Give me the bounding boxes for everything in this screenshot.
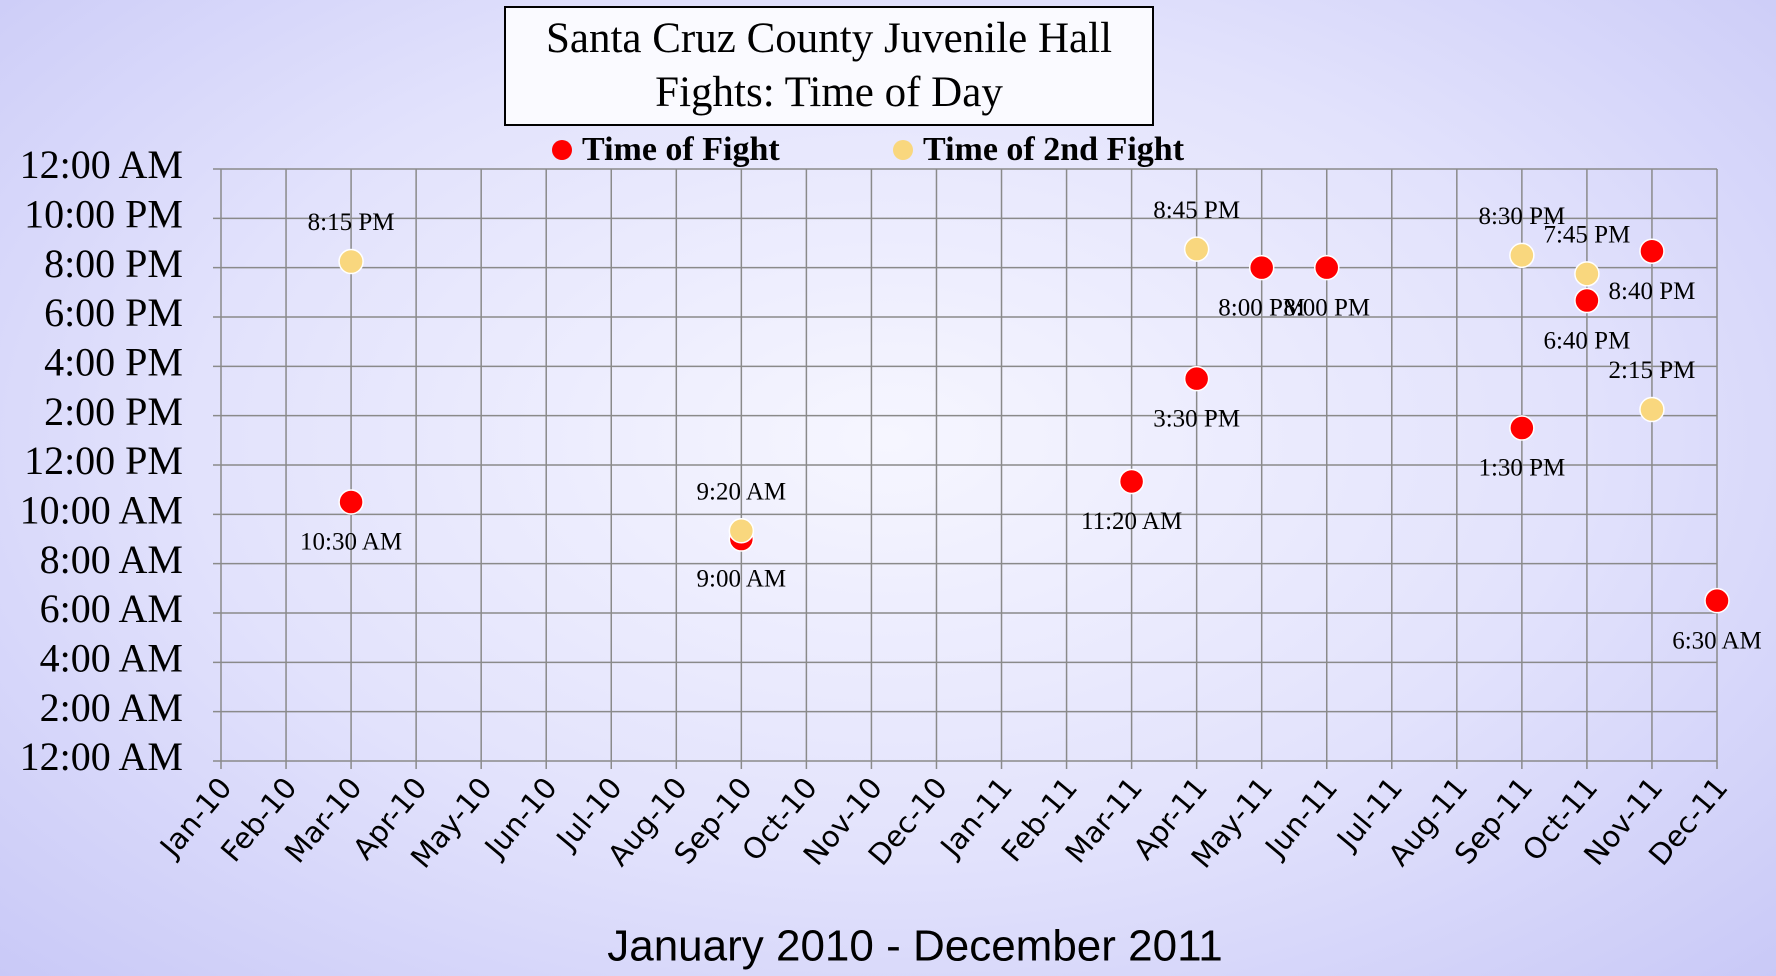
legend-label: Time of 2nd Fight [923, 131, 1185, 168]
y-tick-label: 6:00 AM [40, 586, 183, 631]
data-label: 8:00 PM [1218, 294, 1305, 321]
legend-label: Time of Fight [582, 131, 780, 168]
title-box [504, 6, 1154, 126]
data-point [1509, 415, 1535, 441]
x-tick-label: Jun-11 [1257, 771, 1344, 865]
data-label: 6:40 PM [1543, 327, 1630, 354]
y-tick-label: 8:00 PM [44, 241, 183, 286]
y-tick-label: 6:00 PM [44, 290, 183, 335]
data-label: 11:20 AM [1081, 508, 1182, 535]
y-tick-label: 12:00 AM [20, 142, 183, 187]
data-label: 8:30 PM [1478, 203, 1565, 230]
data-label: 2:15 PM [1609, 357, 1696, 384]
data-point [338, 248, 364, 275]
data-label: 6:30 AM [1672, 627, 1762, 654]
data-point [1509, 242, 1535, 269]
data-point [728, 518, 755, 544]
x-axis-label: January 2010 - December 2011 [607, 922, 1223, 971]
data-point [1118, 468, 1145, 495]
data-point [1639, 238, 1665, 264]
y-tick-label: 4:00 AM [40, 636, 183, 681]
data-point [1639, 396, 1665, 423]
y-tick-label: 10:00 PM [24, 192, 183, 237]
legend-marker [552, 140, 572, 160]
data-label: 9:20 AM [697, 479, 787, 506]
data-label: 3:30 PM [1153, 405, 1240, 432]
y-tick-label: 2:00 AM [40, 685, 183, 730]
data-point [1183, 365, 1210, 392]
data-point [338, 489, 364, 515]
legend-marker [893, 140, 913, 160]
data-point [1574, 261, 1600, 287]
y-tick-label: 2:00 PM [44, 389, 183, 434]
data-label: 1:30 PM [1478, 455, 1565, 482]
data-label: 8:40 PM [1609, 278, 1696, 305]
data-point [1574, 287, 1600, 314]
data-label: 9:00 AM [697, 566, 787, 593]
data-point [1248, 254, 1275, 281]
data-point [1183, 236, 1210, 262]
x-tick-label: Jun-10 [477, 771, 564, 865]
data-label: 10:30 AM [300, 529, 402, 556]
data-point [1313, 254, 1340, 281]
data-label: 8:00 PM [1283, 294, 1370, 321]
y-tick-label: 10:00 AM [20, 488, 183, 533]
y-tick-label: 8:00 AM [40, 537, 183, 582]
y-tick-label: 12:00 PM [24, 438, 183, 483]
chart-title: Santa Cruz County Juvenile Hall [546, 15, 1112, 62]
y-tick-label: 12:00 AM [20, 734, 183, 779]
data-label: 8:45 PM [1153, 197, 1240, 224]
chart-title: Fights: Time of Day [655, 69, 1003, 116]
data-label: 8:15 PM [308, 209, 395, 236]
data-label: 7:45 PM [1543, 222, 1630, 249]
data-point [1704, 587, 1730, 614]
y-tick-label: 4:00 PM [44, 340, 183, 385]
